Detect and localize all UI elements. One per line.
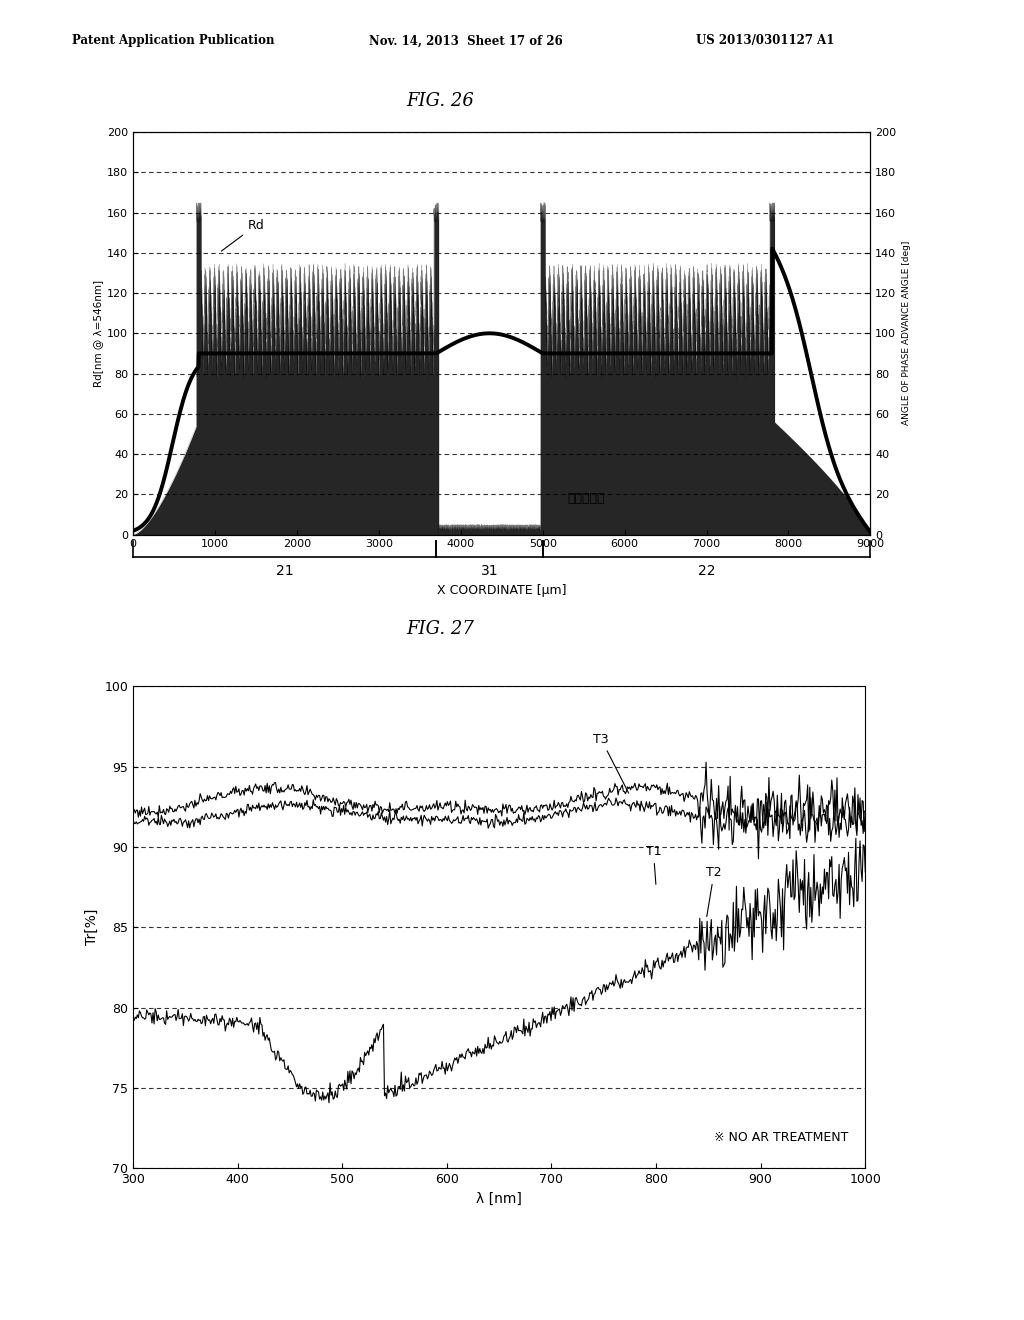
Text: X COORDINATE [μm]: X COORDINATE [μm] (437, 583, 566, 597)
Text: T1: T1 (645, 845, 662, 884)
Text: Rd: Rd (221, 219, 264, 251)
X-axis label: λ [nm]: λ [nm] (476, 1192, 522, 1205)
Text: US 2013/0301127 A1: US 2013/0301127 A1 (696, 34, 835, 48)
Text: FIG. 27: FIG. 27 (407, 620, 474, 639)
Y-axis label: ANGLE OF PHASE ADVANCE ANGLE [deg]: ANGLE OF PHASE ADVANCE ANGLE [deg] (902, 242, 911, 425)
Text: 進相軸觓度: 進相軸觓度 (567, 492, 605, 506)
Text: ※ NO AR TREATMENT: ※ NO AR TREATMENT (715, 1131, 849, 1144)
Text: T3: T3 (593, 733, 629, 793)
Text: T2: T2 (707, 866, 722, 916)
Text: 31: 31 (480, 564, 499, 578)
Text: 22: 22 (697, 564, 716, 578)
Y-axis label: Rd[nm @ λ=546nm]: Rd[nm @ λ=546nm] (93, 280, 103, 387)
Text: Patent Application Publication: Patent Application Publication (72, 34, 274, 48)
Y-axis label: Tr[%]: Tr[%] (85, 909, 99, 945)
Text: FIG. 26: FIG. 26 (407, 92, 474, 111)
Text: Nov. 14, 2013  Sheet 17 of 26: Nov. 14, 2013 Sheet 17 of 26 (369, 34, 562, 48)
Text: 21: 21 (275, 564, 294, 578)
